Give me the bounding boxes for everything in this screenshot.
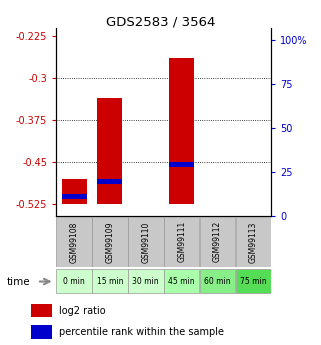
Bar	[236, 268, 271, 293]
Text: GSM99111: GSM99111	[177, 221, 186, 263]
Bar	[128, 217, 163, 267]
Text: GSM99112: GSM99112	[213, 221, 222, 263]
Text: 45 min: 45 min	[168, 276, 195, 286]
Bar	[31, 304, 52, 317]
Text: 75 min: 75 min	[240, 276, 267, 286]
Bar	[92, 217, 128, 267]
Bar	[169, 162, 194, 167]
Bar	[97, 98, 123, 204]
Text: GDS2583 / 3564: GDS2583 / 3564	[106, 16, 215, 29]
Bar	[62, 179, 87, 204]
Bar	[92, 268, 128, 293]
Text: GSM99113: GSM99113	[249, 221, 258, 263]
Bar	[128, 268, 163, 293]
Text: log2 ratio: log2 ratio	[59, 306, 106, 316]
Bar	[31, 325, 52, 339]
Text: 30 min: 30 min	[133, 276, 159, 286]
Bar	[164, 268, 199, 293]
Bar	[164, 217, 199, 267]
Text: 0 min: 0 min	[63, 276, 85, 286]
Bar	[56, 268, 92, 293]
Text: 15 min: 15 min	[97, 276, 123, 286]
Text: time: time	[6, 277, 30, 286]
Bar	[200, 217, 235, 267]
Text: percentile rank within the sample: percentile rank within the sample	[59, 327, 224, 337]
Bar	[97, 179, 123, 185]
Bar	[62, 194, 87, 199]
Text: GSM99110: GSM99110	[141, 221, 150, 263]
Text: 60 min: 60 min	[204, 276, 231, 286]
Text: GSM99109: GSM99109	[105, 221, 115, 263]
Bar	[236, 217, 271, 267]
Bar	[169, 58, 194, 204]
Bar	[56, 217, 92, 267]
Text: GSM99108: GSM99108	[70, 221, 79, 263]
Bar	[200, 268, 235, 293]
